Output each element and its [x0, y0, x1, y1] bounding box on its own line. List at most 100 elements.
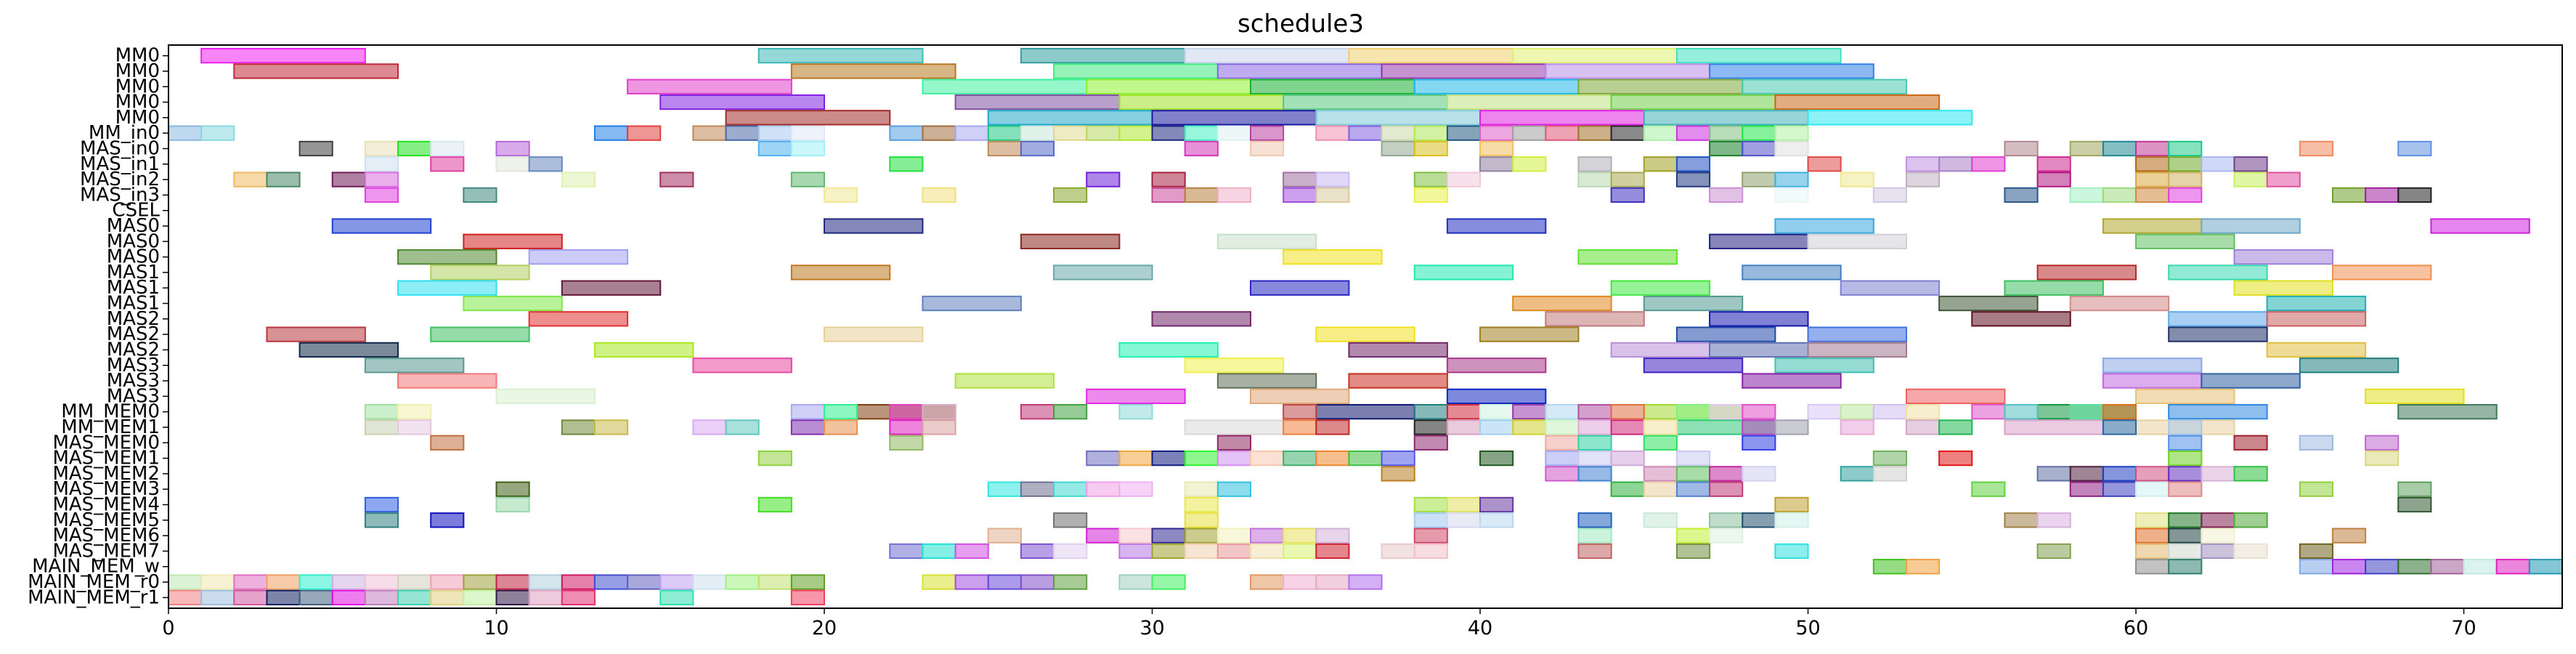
- task-bar: [561, 419, 596, 435]
- task-bar: [757, 574, 792, 590]
- task-bar: [889, 125, 924, 141]
- task-bar: [1479, 512, 1514, 528]
- task-bar: [1577, 528, 1612, 544]
- task-bar: [2102, 187, 2137, 203]
- task-bar: [397, 589, 432, 606]
- task-bar: [1216, 543, 1251, 560]
- task-bar: [692, 419, 727, 435]
- x-tick-label: 60: [2124, 617, 2148, 639]
- task-bar: [1675, 528, 1711, 544]
- task-bar: [331, 171, 366, 187]
- task-bar: [1512, 404, 1547, 420]
- y-tick-label: MAS2: [107, 339, 160, 360]
- task-bar: [1742, 171, 1776, 187]
- task-bar: [2004, 512, 2039, 528]
- task-bar: [561, 574, 596, 590]
- task-bar: [790, 125, 826, 141]
- task-bar: [1348, 373, 1448, 389]
- task-bar: [1709, 481, 1744, 497]
- task-bar: [922, 78, 1088, 94]
- task-bar: [1283, 404, 1317, 420]
- task-bar: [266, 574, 301, 590]
- y-tick-label: MM0: [115, 92, 160, 113]
- plot-frame: [168, 44, 2563, 609]
- task-bar: [790, 63, 956, 79]
- task-bar: [2168, 311, 2268, 327]
- x-tick-label: 50: [1795, 617, 1820, 639]
- task-bar: [1709, 311, 1809, 327]
- task-bar: [2397, 404, 2498, 420]
- task-bar: [1774, 94, 1941, 110]
- task-bar: [824, 326, 924, 342]
- task-bar: [1118, 481, 1153, 497]
- task-bar: [495, 140, 530, 157]
- y-tick-label: MM_in0: [89, 122, 160, 144]
- task-bar: [2168, 265, 2268, 280]
- task-bar: [1446, 218, 1547, 234]
- y-tick-label: MAS_MEM3: [52, 478, 160, 500]
- task-bar: [1283, 94, 1448, 110]
- task-bar: [1905, 156, 1941, 172]
- task-bar: [1086, 78, 1251, 94]
- task-bar: [790, 404, 826, 420]
- y-axis-labels: MM0MM0MM0MM0MM0MM_in0MAS_in0MAS_in1MAS_i…: [28, 45, 168, 608]
- task-bar: [1774, 512, 1809, 528]
- task-bar: [1184, 419, 1285, 435]
- task-bar: [1971, 404, 2006, 420]
- task-bar: [1184, 496, 1219, 513]
- y-tick-label: MAS_in1: [80, 153, 160, 175]
- task-bar: [1020, 543, 1055, 560]
- task-bar: [1905, 388, 2006, 405]
- task-bar: [1742, 140, 1776, 157]
- task-bar: [1381, 140, 1415, 157]
- task-bar: [1545, 466, 1580, 482]
- task-bar: [659, 94, 826, 110]
- task-bar: [1151, 171, 1186, 187]
- task-bar: [1020, 125, 1055, 141]
- task-bar: [1643, 156, 1678, 172]
- task-bar: [1872, 187, 1907, 203]
- task-bar: [1348, 450, 1383, 467]
- task-bar: [1971, 311, 2071, 327]
- task-bar: [2168, 450, 2203, 467]
- task-bar: [397, 419, 432, 435]
- task-bar: [1184, 358, 1285, 374]
- y-tick-label: MAS_MEM4: [52, 494, 160, 516]
- task-bar: [1151, 110, 1317, 126]
- x-tick-label: 40: [1468, 617, 1492, 639]
- task-bar: [2233, 512, 2268, 528]
- task-bar: [331, 574, 366, 590]
- task-bar: [1348, 574, 1383, 590]
- task-bar: [1577, 171, 1612, 187]
- y-tick-label: MAIN_MEM_r0: [28, 571, 160, 593]
- task-bar: [2233, 543, 2268, 560]
- chart-title: schedule3: [1238, 9, 1364, 39]
- task-bar: [922, 187, 956, 203]
- task-bar: [1675, 326, 1776, 342]
- task-bar: [298, 140, 333, 157]
- task-bar: [1872, 559, 1907, 575]
- task-bar: [1283, 171, 1317, 187]
- task-bar: [790, 171, 826, 187]
- task-bar: [1643, 295, 1744, 312]
- task-bar: [2069, 140, 2104, 157]
- task-bar: [266, 326, 366, 342]
- task-bar: [1938, 156, 1973, 172]
- task-bar: [757, 48, 924, 64]
- task-bar: [2135, 466, 2170, 482]
- task-bar: [2069, 404, 2104, 420]
- task-bar: [2430, 559, 2465, 575]
- task-bar: [2365, 450, 2400, 467]
- task-bar: [397, 404, 432, 420]
- task-bar: [1283, 574, 1317, 590]
- task-bar: [397, 574, 432, 590]
- task-bar: [2495, 559, 2530, 575]
- task-bar: [430, 512, 465, 528]
- task-bar: [1184, 528, 1219, 544]
- task-bar: [2233, 435, 2268, 451]
- task-bar: [1577, 450, 1612, 467]
- task-bar: [1053, 125, 1088, 141]
- task-bar: [1774, 171, 1809, 187]
- task-bar: [1643, 125, 1678, 141]
- task-bar: [364, 574, 399, 590]
